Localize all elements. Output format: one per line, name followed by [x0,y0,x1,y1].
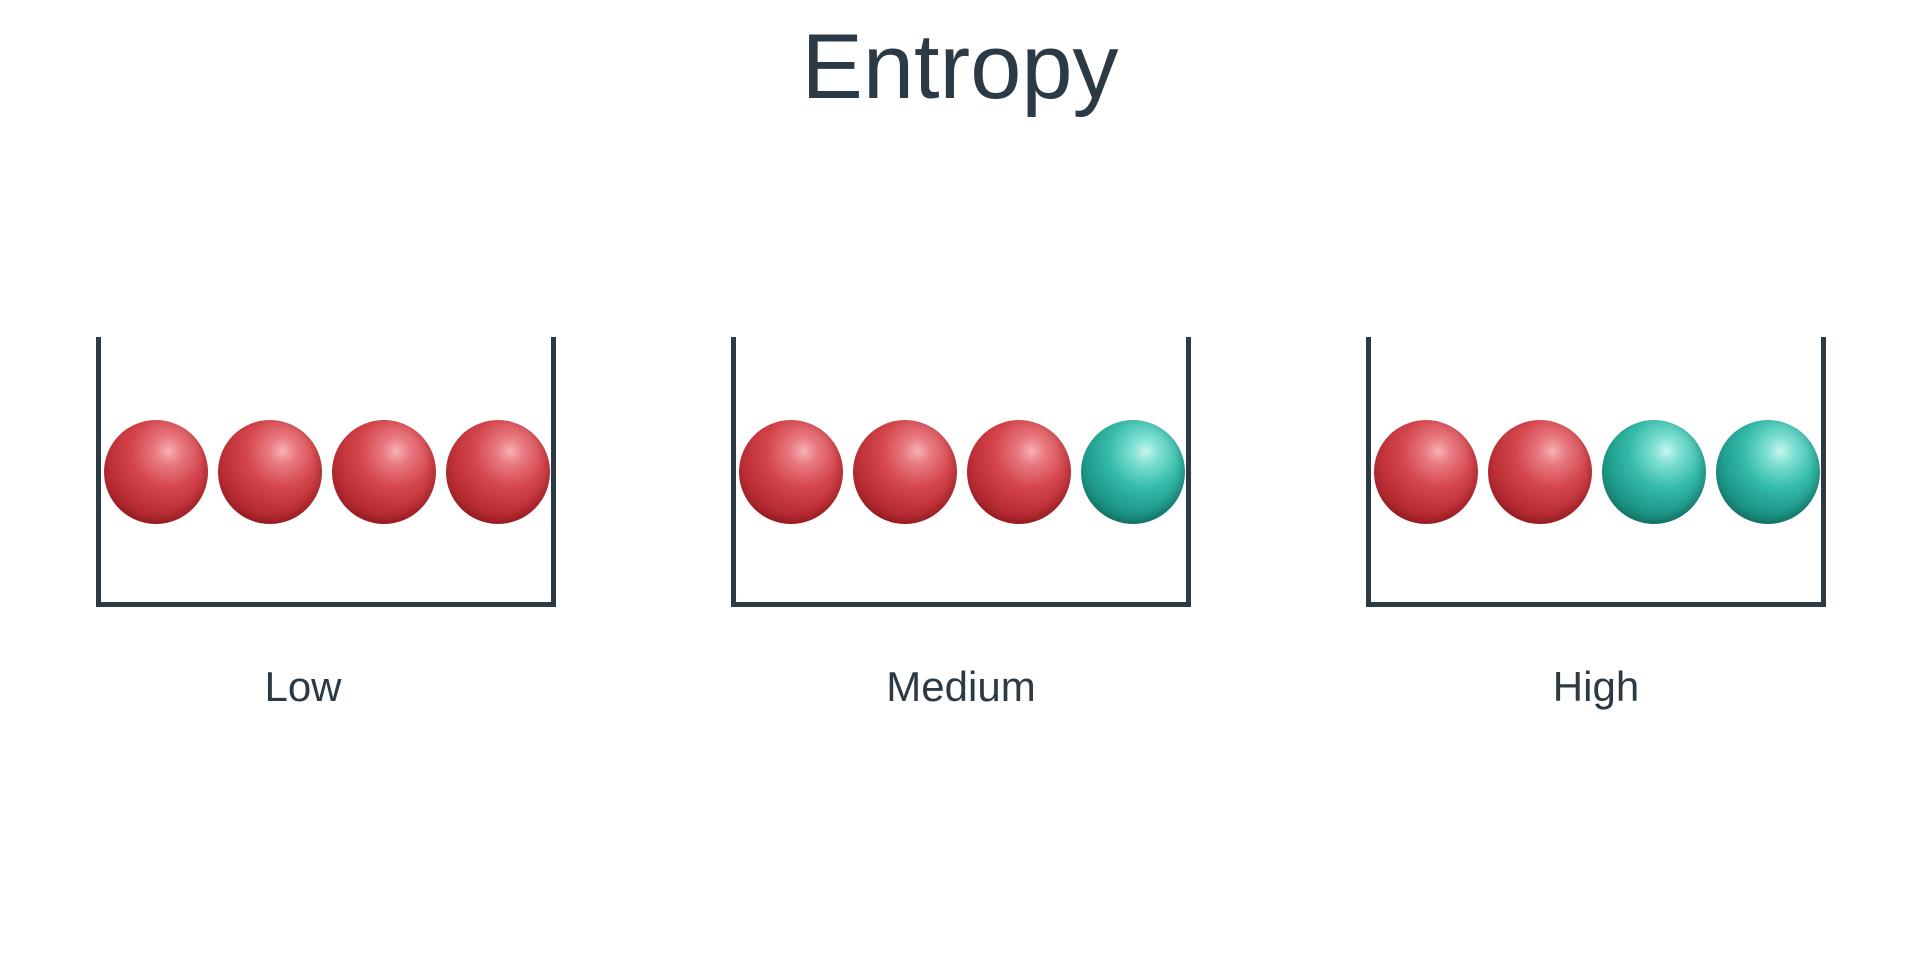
panel-label: High [1552,663,1640,710]
red-ball [967,420,1071,524]
red-ball [853,420,957,524]
ball-row [104,420,550,524]
panel-label: Low [264,663,342,710]
red-ball [218,420,322,524]
container-box [1366,337,1826,607]
ball-row [1374,420,1820,524]
teal-ball [1716,420,1820,524]
red-ball [1374,420,1478,524]
red-ball [446,420,550,524]
ball-row [739,420,1185,524]
red-ball [332,420,436,524]
container-box [731,337,1191,607]
entropy-panel-high: High [1366,337,1826,710]
container-box [96,337,556,607]
red-ball [739,420,843,524]
red-ball [104,420,208,524]
panel-label: Medium [886,663,1036,710]
red-ball [1488,420,1592,524]
teal-ball [1602,420,1706,524]
diagram-title: Entropy [801,16,1119,118]
teal-ball [1081,420,1185,524]
entropy-panel-medium: Medium [731,337,1191,710]
entropy-panel-low: Low [96,337,556,710]
